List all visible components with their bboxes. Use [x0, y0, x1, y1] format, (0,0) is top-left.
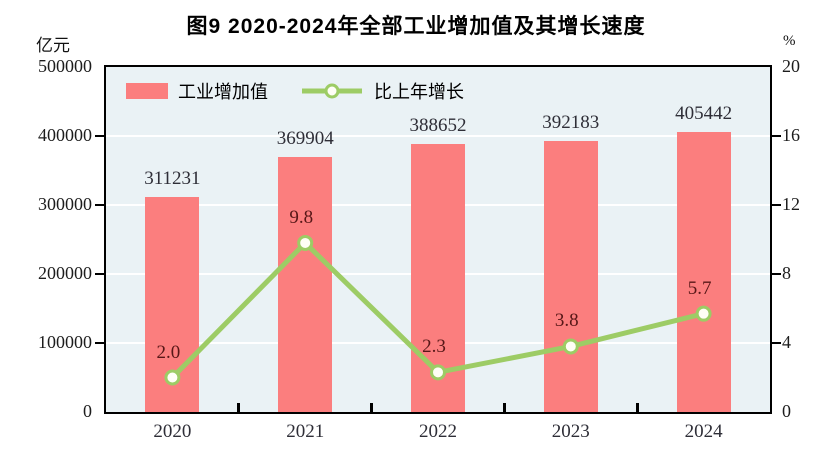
bar-2021 [278, 156, 333, 412]
right-axis-tick-label: 16 [782, 125, 800, 145]
line-marker-2021 [297, 234, 314, 251]
right-axis-unit: % [783, 33, 796, 49]
bar-2024 [676, 132, 731, 412]
left-axis-tick-label: 0 [83, 401, 92, 421]
x-axis-tick [237, 403, 241, 412]
left-axis-tick-mark [95, 342, 104, 344]
left-axis-tick-mark [95, 273, 104, 275]
x-axis-tick [502, 403, 506, 412]
plot-area: 311231 369904 388652 392183 405442 2.0 9.8 2.3… [104, 65, 772, 414]
gridline [106, 135, 770, 137]
legend: 工业增加值 比上年增长 [126, 78, 464, 104]
bar-value-label: 392183 [542, 112, 600, 134]
line-value-label: 2.0 [156, 341, 181, 363]
line-marker-2023 [562, 338, 579, 355]
bar-2023 [543, 141, 598, 412]
right-axis-tick-mark [772, 204, 781, 206]
line-value-label: 3.8 [554, 310, 579, 332]
right-axis-tick-label: 12 [782, 194, 800, 214]
right-axis-tick-label: 0 [782, 401, 791, 421]
line-marker-2022 [430, 364, 446, 381]
left-axis-tick-label: 200000 [38, 263, 92, 283]
right-axis-tick-mark [772, 135, 781, 137]
left-axis-tick-label: 400000 [38, 125, 92, 145]
legend-line-swatch-icon [302, 83, 362, 99]
right-axis-tick-label: 20 [782, 56, 800, 76]
line-marker-2024 [695, 305, 712, 322]
x-axis-label-2024: 2024 [684, 421, 723, 442]
right-axis-tick-mark [772, 342, 781, 344]
x-axis-label-2020: 2020 [153, 421, 192, 442]
right-axis-tick-label: 4 [782, 332, 791, 352]
bar-value-label: 311231 [144, 168, 201, 190]
bar-value-label: 369904 [276, 127, 334, 149]
x-axis-label-2021: 2021 [286, 421, 325, 442]
line-marker-2020 [164, 369, 181, 386]
left-axis-tick-mark [95, 204, 104, 206]
left-axis-unit: 亿元 [36, 36, 70, 55]
legend-bar-swatch-icon [126, 83, 168, 99]
chart-title: 图9 2020-2024年全部工业增加值及其增长速度 [186, 15, 646, 38]
line-value-label: 5.7 [687, 277, 712, 299]
right-axis-tick-label: 8 [782, 263, 791, 283]
legend-line-label: 比上年增长 [374, 82, 464, 102]
bar-value-label: 405442 [675, 103, 733, 125]
growth-line-chart [164, 234, 712, 386]
bar-value-label: 388652 [409, 114, 467, 136]
left-axis-tick-label: 100000 [38, 332, 92, 352]
legend-bar-label: 工业增加值 [178, 82, 268, 102]
left-axis-tick-label: 300000 [38, 194, 92, 214]
left-axis-tick-mark [95, 135, 104, 137]
left-axis-tick-label: 500000 [38, 56, 92, 76]
x-axis-label-2023: 2023 [551, 421, 590, 442]
line-value-label: 9.8 [289, 206, 314, 228]
line-value-label: 2.3 [422, 336, 446, 358]
x-axis-tick [370, 403, 374, 412]
right-axis-tick-mark [772, 273, 781, 275]
x-axis-label-2022: 2022 [419, 421, 457, 442]
x-axis-tick [635, 403, 639, 412]
